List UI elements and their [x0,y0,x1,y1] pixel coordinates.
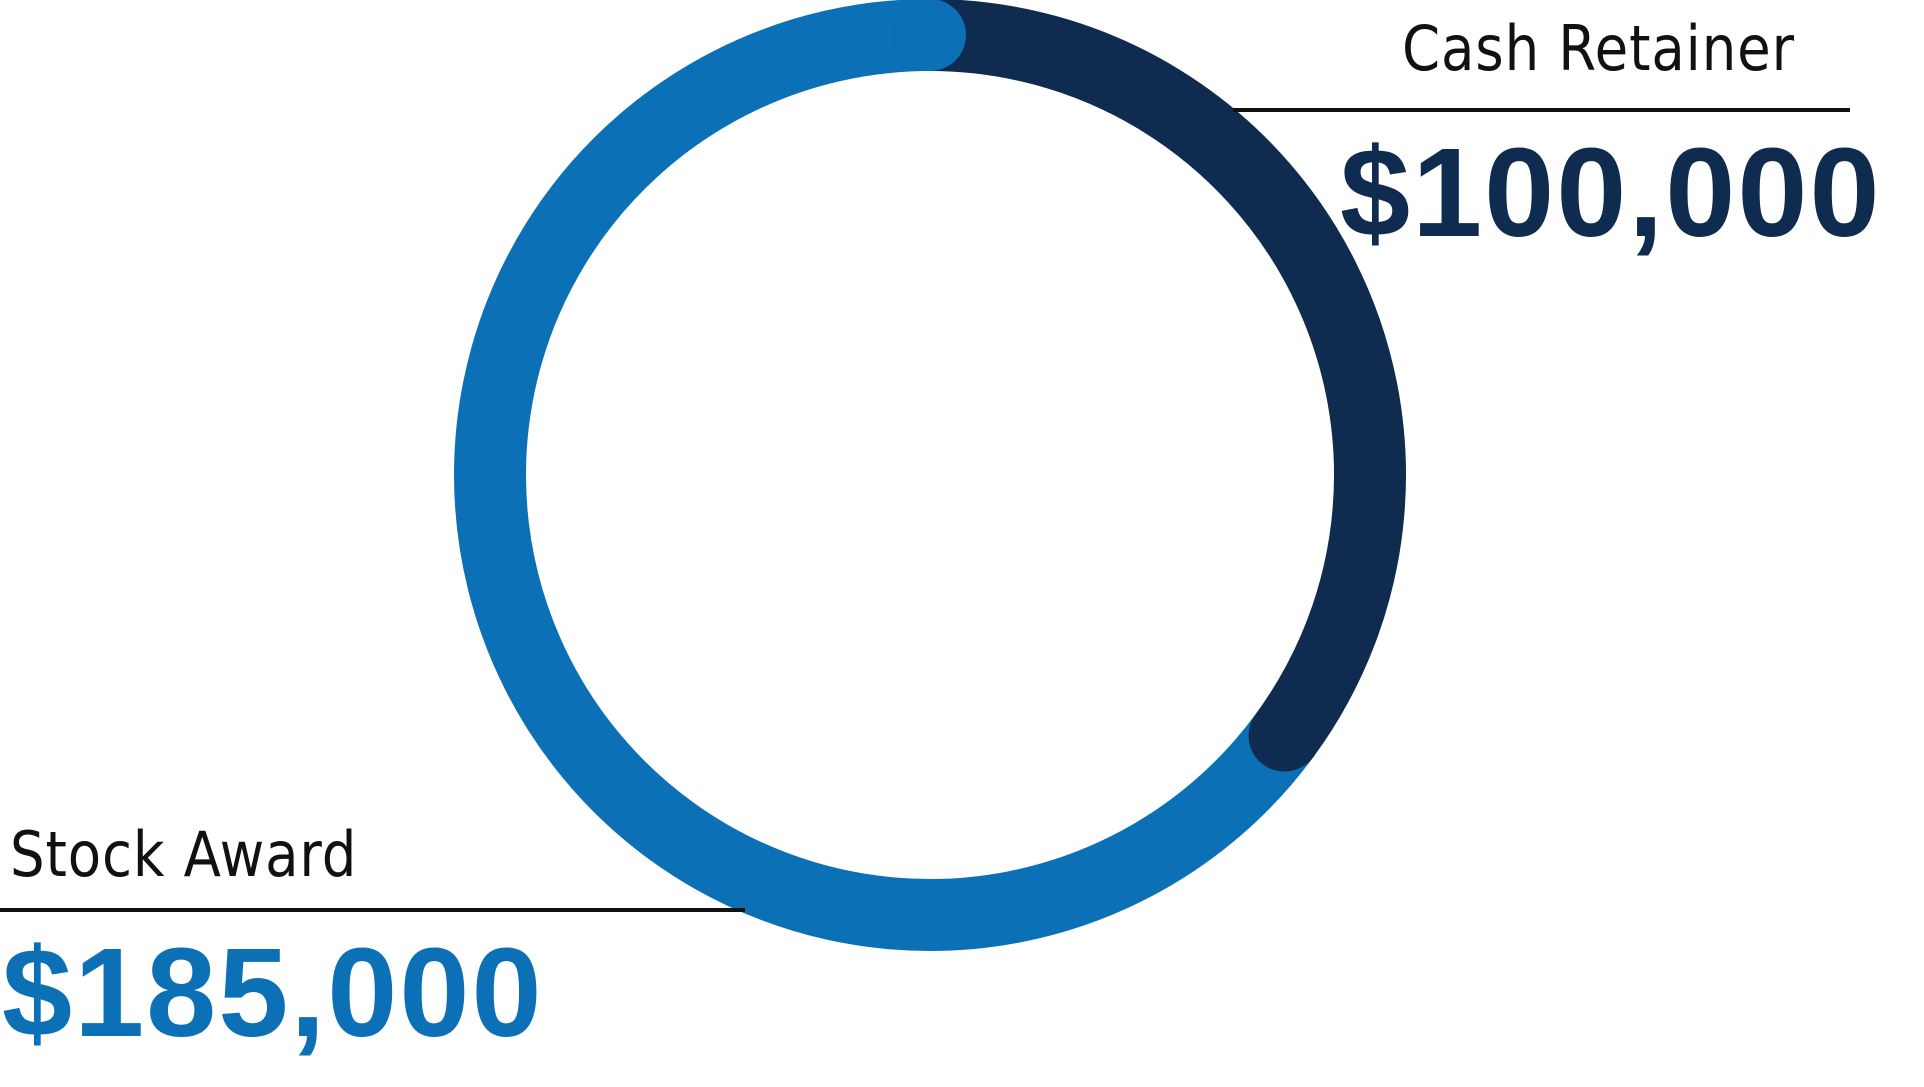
stock-award-slice-cap [894,0,966,71]
cash-retainer-rule [1233,108,1850,112]
stock-award-rule [0,908,745,912]
stock-award-label: Stock Award [10,818,358,891]
cash-retainer-slice [894,0,1406,772]
cash-retainer-value: $100,000 [1340,122,1882,263]
stock-award-slice [454,0,1321,951]
cash-retainer-label: Cash Retainer [1402,12,1795,85]
stock-award-value: $185,000 [2,922,544,1063]
